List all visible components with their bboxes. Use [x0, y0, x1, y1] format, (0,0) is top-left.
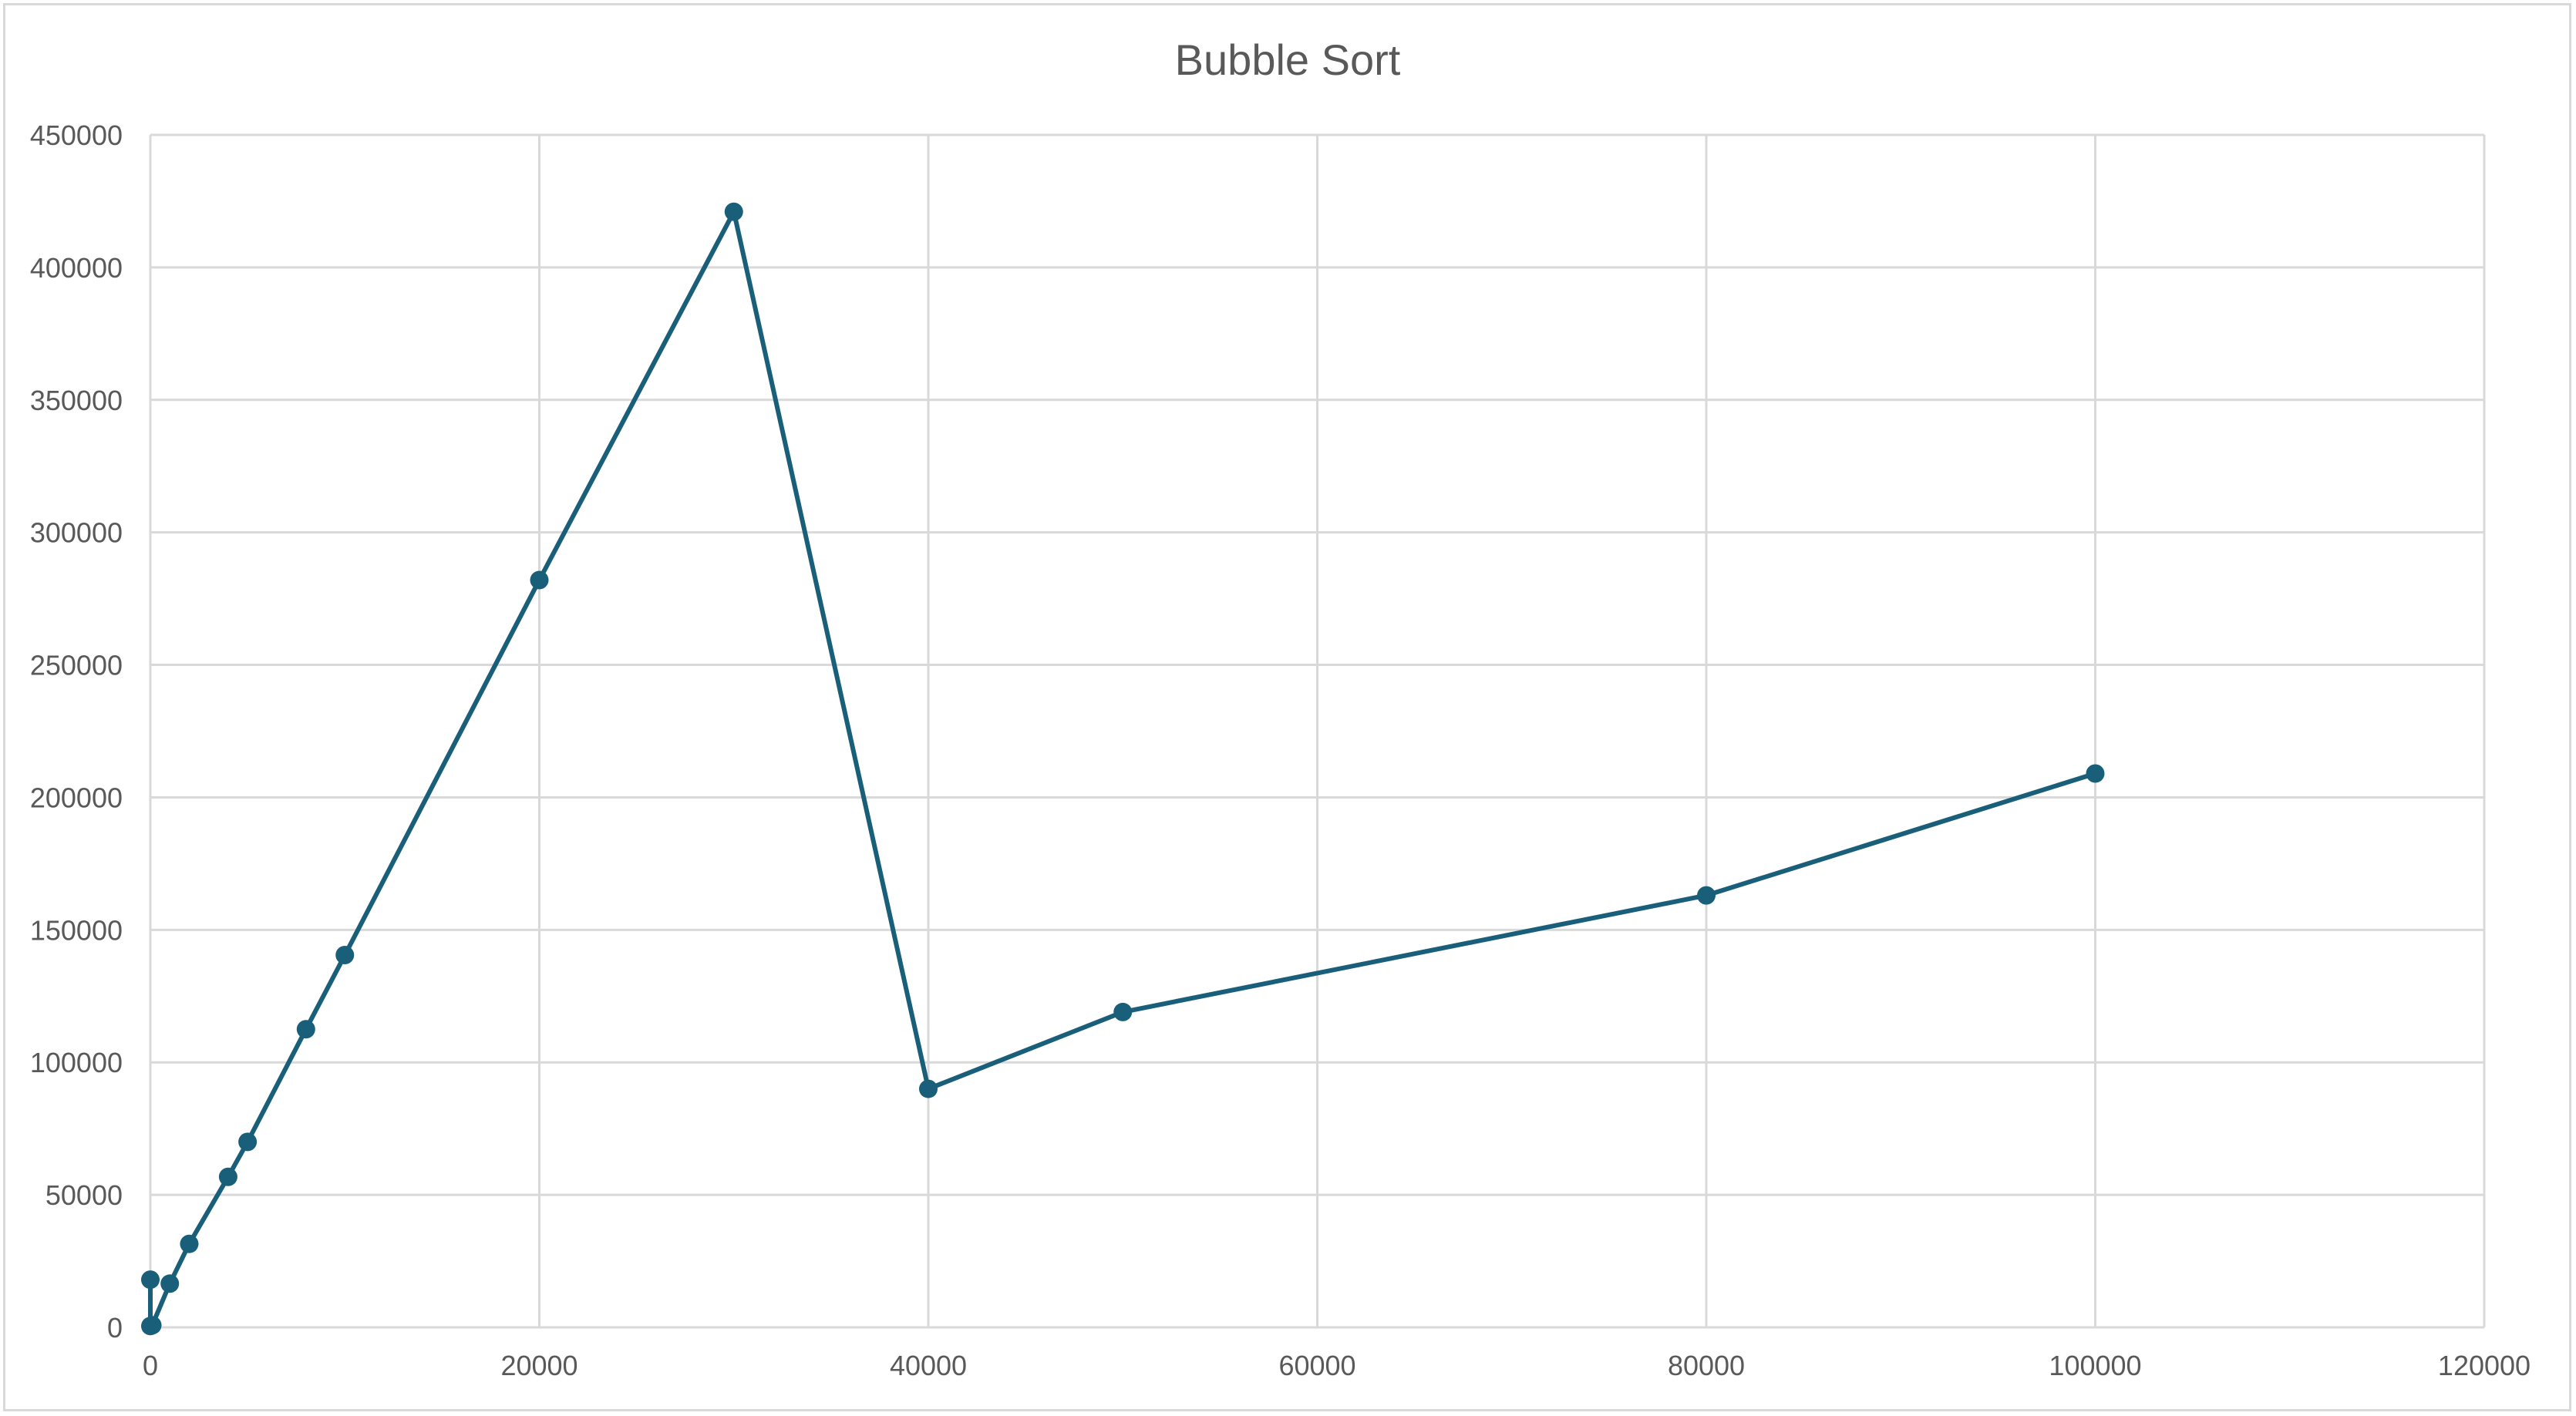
x-tick-label: 120000 — [2438, 1350, 2531, 1381]
y-axis-tick-labels: 0 50000 100000 150000 200000 250000 300000 3500… — [30, 119, 123, 1344]
y-tick-label: 350000 — [30, 385, 123, 416]
data-point — [335, 945, 355, 964]
y-tick-label: 0 — [107, 1312, 123, 1344]
data-point — [2086, 764, 2105, 783]
y-tick-label: 450000 — [30, 119, 123, 151]
chart-area — [3, 3, 2571, 1411]
data-point — [1697, 886, 1716, 905]
y-tick-label: 300000 — [30, 517, 123, 549]
data-point — [160, 1274, 180, 1293]
x-tick-label: 40000 — [890, 1350, 967, 1381]
data-point — [238, 1132, 258, 1152]
x-tick-label: 80000 — [1668, 1350, 1745, 1381]
data-point — [1113, 1002, 1133, 1021]
data-point — [141, 1270, 160, 1290]
y-tick-label: 150000 — [30, 914, 123, 946]
y-tick-label: 100000 — [30, 1047, 123, 1078]
y-tick-label: 400000 — [30, 252, 123, 284]
data-point — [530, 570, 549, 590]
y-tick-label: 200000 — [30, 782, 123, 813]
x-tick-label: 0 — [143, 1350, 158, 1381]
y-tick-label: 250000 — [30, 650, 123, 681]
series-line — [148, 209, 2096, 1329]
x-axis-tick-labels: 0 20000 40000 60000 80000 100000 120000 — [143, 1350, 2531, 1381]
chart-title: Bubble Sort — [1175, 35, 1401, 84]
series-group — [141, 202, 2105, 1336]
data-point — [218, 1167, 237, 1186]
grid-lines — [149, 133, 2486, 1329]
data-point — [919, 1079, 938, 1098]
x-tick-label: 60000 — [1278, 1350, 1355, 1381]
data-point — [296, 1020, 315, 1039]
data-point — [180, 1234, 199, 1253]
data-point — [724, 202, 743, 221]
y-tick-label: 50000 — [45, 1179, 123, 1211]
x-tick-label: 20000 — [500, 1350, 577, 1381]
x-tick-label: 100000 — [2049, 1350, 2141, 1381]
data-point — [143, 1316, 162, 1335]
